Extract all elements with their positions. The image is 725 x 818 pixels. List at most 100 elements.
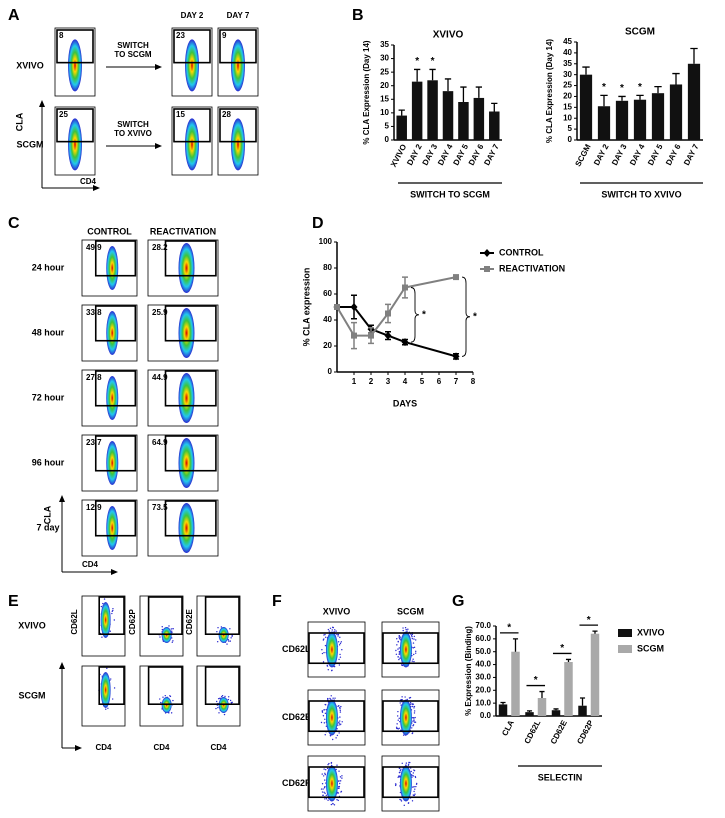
arrow-head <box>111 569 118 575</box>
cell-density <box>399 699 412 736</box>
cell-dot <box>337 635 339 637</box>
y-tick-label: 25 <box>563 81 572 90</box>
y-tick-label: 45 <box>563 37 572 46</box>
error-bar <box>413 68 421 82</box>
gate-percent: 64.9 <box>152 438 168 447</box>
cell-dot <box>325 798 328 800</box>
gate <box>94 240 137 277</box>
cell-dot <box>413 718 415 720</box>
gate <box>308 632 365 665</box>
cell-dot <box>413 646 416 649</box>
cell-dot <box>336 764 338 766</box>
y-tick-label: 15 <box>563 102 572 111</box>
error-bar <box>672 72 680 85</box>
cell-dot <box>321 783 324 785</box>
bar <box>396 115 407 140</box>
cell-dot <box>401 696 403 698</box>
cell-dot <box>412 775 415 777</box>
cell-dot <box>327 698 329 700</box>
cell-dot <box>101 636 103 638</box>
cell-density <box>399 765 412 802</box>
x-tick-label: DAY 7 <box>682 142 701 167</box>
cell-dot <box>415 785 417 788</box>
significance-mark: * <box>534 675 538 686</box>
cell-dot <box>337 787 340 790</box>
cell-dot <box>339 720 341 722</box>
cell-dot <box>341 721 343 723</box>
cell-dot <box>336 728 338 730</box>
x-tick-label: CD62L <box>523 719 543 746</box>
cell-density <box>399 631 412 668</box>
x-tick-label: 5 <box>420 377 425 386</box>
cell-dot <box>403 734 405 736</box>
cell-dot <box>338 644 341 646</box>
cell-dot <box>336 791 339 794</box>
column-header: REACTIVATION <box>150 226 216 236</box>
cell-density <box>178 308 195 358</box>
bar <box>669 84 683 140</box>
panel-letter: F <box>272 593 282 610</box>
cell-dot <box>411 800 414 802</box>
cell-dot <box>398 653 400 656</box>
cell-dot <box>321 773 323 775</box>
y-tick-label: 100 <box>319 237 333 246</box>
legend-label: XVIVO <box>637 627 665 637</box>
flow-plot <box>139 595 184 657</box>
axis-label: CLA <box>42 505 52 524</box>
flow-plot <box>196 595 241 657</box>
x-tick-label: CD62P <box>575 718 595 746</box>
x-tick-label: DAY 4 <box>628 142 647 167</box>
cell-dot <box>161 626 163 628</box>
gate <box>173 108 211 143</box>
cell-dot <box>170 712 173 714</box>
cell-dot <box>405 628 407 631</box>
y-tick-label: 70.0 <box>475 621 491 630</box>
cell-dot <box>322 788 324 790</box>
cell-dot <box>230 637 232 639</box>
axis-label: CD4 <box>153 743 170 752</box>
cell-dot <box>339 706 341 709</box>
cell-dot <box>398 767 401 770</box>
error-bar <box>491 102 498 112</box>
cell-dot <box>323 791 325 793</box>
x-tick-label: 8 <box>471 377 476 386</box>
significance-mark: * <box>602 82 606 93</box>
significance-mark: * <box>422 309 426 320</box>
error-bar <box>636 94 644 100</box>
cell-dot <box>399 657 401 659</box>
cell-dot <box>330 761 333 764</box>
cell-dot <box>217 706 219 709</box>
cell-dot <box>171 631 173 634</box>
gate <box>147 666 183 706</box>
cell-density <box>161 627 172 643</box>
y-tick-label: 35 <box>563 59 572 68</box>
cell-dot <box>323 722 326 724</box>
cell-dot <box>333 665 336 668</box>
gate <box>98 666 125 706</box>
row-label: CD62E <box>282 712 311 722</box>
y-tick-label: 50.0 <box>475 647 491 656</box>
column-header: CONTROL <box>87 226 132 236</box>
data-point <box>368 332 374 339</box>
axis-label: CD62P <box>128 608 137 634</box>
x-tick-label: DAY 5 <box>646 142 665 167</box>
cell-dot <box>341 649 343 651</box>
cell-density <box>106 441 119 485</box>
column-header: XVIVO <box>323 606 351 616</box>
cell-density <box>185 39 199 92</box>
cell-dot <box>411 660 414 662</box>
cell-dot <box>337 633 340 636</box>
cell-dot <box>397 641 399 643</box>
cell-dot <box>321 649 323 651</box>
panel-letter: A <box>8 7 20 24</box>
gate <box>219 29 257 64</box>
y-tick-label: 60 <box>323 289 332 298</box>
cell-dot <box>327 628 330 631</box>
cell-dot <box>334 697 336 699</box>
cell-dot <box>409 703 412 705</box>
y-tick-label: 60.0 <box>475 634 491 643</box>
bar <box>615 100 629 140</box>
cell-dot <box>411 703 413 705</box>
y-tick-label: 0.0 <box>480 711 492 720</box>
error-bar <box>398 109 405 116</box>
